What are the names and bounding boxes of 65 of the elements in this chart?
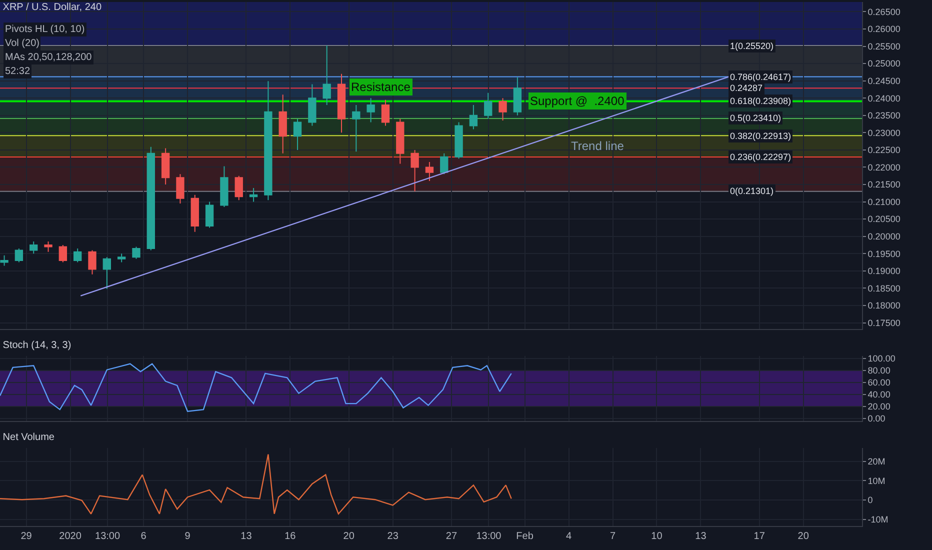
x-tick-label: 16 <box>284 531 296 542</box>
x-tick-label: Feb <box>516 531 534 542</box>
x-tick-label: 6 <box>140 531 147 542</box>
x-tick-label: 27 <box>446 531 458 542</box>
ref-line-label: 0.5(0.23410) <box>730 113 782 123</box>
y-tick-label: 0.19000 <box>868 266 900 276</box>
y-tick-label: 0.00 <box>868 414 886 424</box>
y-tick-label: 0.21500 <box>868 180 900 190</box>
ref-line-label: 0.382(0.22913) <box>730 131 792 141</box>
y-tick-label: 0.24000 <box>868 93 900 104</box>
x-tick-label: 13:00 <box>476 531 502 542</box>
y-tick-label: 0.25000 <box>868 58 900 69</box>
y-tick-label: 100.00 <box>868 354 896 364</box>
ref-line-label: 0(0.21301) <box>730 186 774 196</box>
ref-line-label: 0.24287 <box>730 83 763 93</box>
annotation: Support @ .2400 <box>530 94 625 108</box>
y-tick-label: 0 <box>868 495 873 506</box>
x-tick-label: 4 <box>566 531 572 542</box>
ref-line-label: 0.786(0.24617) <box>730 72 792 82</box>
x-tick-label: 13 <box>240 531 252 542</box>
y-tick-label: 0.26500 <box>868 6 900 17</box>
y-tick-label: 20M <box>868 456 886 467</box>
chart-title: Stoch (14, 3, 3) <box>2 340 72 351</box>
y-tick-label: 0.22000 <box>868 162 900 172</box>
y-tick-label: 0.22500 <box>868 145 900 156</box>
y-tick-label: 0.24500 <box>868 76 900 86</box>
y-tick-label: 0.20000 <box>868 232 900 242</box>
x-tick-label: 20 <box>798 531 810 542</box>
ref-line-label: 0.618(0.23908) <box>730 96 792 106</box>
annotation: Vol (20) <box>5 38 40 49</box>
x-tick-label: 13 <box>695 531 707 542</box>
y-tick-label: 0.18000 <box>868 300 900 311</box>
y-tick-label: 0.21000 <box>868 196 900 207</box>
y-tick-label: 0.23000 <box>868 128 900 138</box>
y-tick-label: -10M <box>868 514 888 524</box>
chart-title: Net Volume <box>2 432 55 443</box>
y-tick-label: 0.23500 <box>868 110 900 121</box>
annotation: 52:32 <box>5 66 30 77</box>
y-tick-label: 0.19500 <box>868 248 900 259</box>
x-tick-label: 9 <box>184 531 191 542</box>
x-tick-label: 7 <box>610 531 616 542</box>
y-tick-label: 80.00 <box>868 366 890 376</box>
ref-line-label: 0.236(0.22297) <box>730 152 792 162</box>
y-tick-label: 0.18500 <box>868 283 900 294</box>
y-tick-label: 0.17500 <box>868 318 900 328</box>
annotation: MAs 20,50,128,200 <box>5 52 92 63</box>
x-tick-label: 20 <box>343 531 355 542</box>
y-tick-label: 0.25500 <box>868 41 900 52</box>
x-tick-label: 29 <box>20 531 32 542</box>
y-tick-label: 40.00 <box>868 390 890 400</box>
x-tick-label: 17 <box>754 531 766 542</box>
chart-title: XRP / U.S. Dollar, 240 <box>2 2 102 13</box>
y-tick-label: 0.26000 <box>868 24 900 34</box>
x-tick-label: 2020 <box>59 531 82 542</box>
y-tick-label: 10M <box>868 476 886 486</box>
annotation: Pivots HL (10, 10) <box>5 24 85 35</box>
ref-line-label: 1(0.25520) <box>730 41 774 51</box>
y-tick-label: 0.20500 <box>868 214 900 224</box>
x-tick-label: 23 <box>387 531 399 542</box>
x-tick-label: 10 <box>651 531 663 542</box>
annotation: Trend line <box>571 139 624 153</box>
x-tick-label: 13:00 <box>95 531 120 542</box>
annotation: Resistance <box>351 80 411 94</box>
y-tick-label: 20.00 <box>868 402 890 412</box>
y-tick-label: 60.00 <box>868 378 890 388</box>
